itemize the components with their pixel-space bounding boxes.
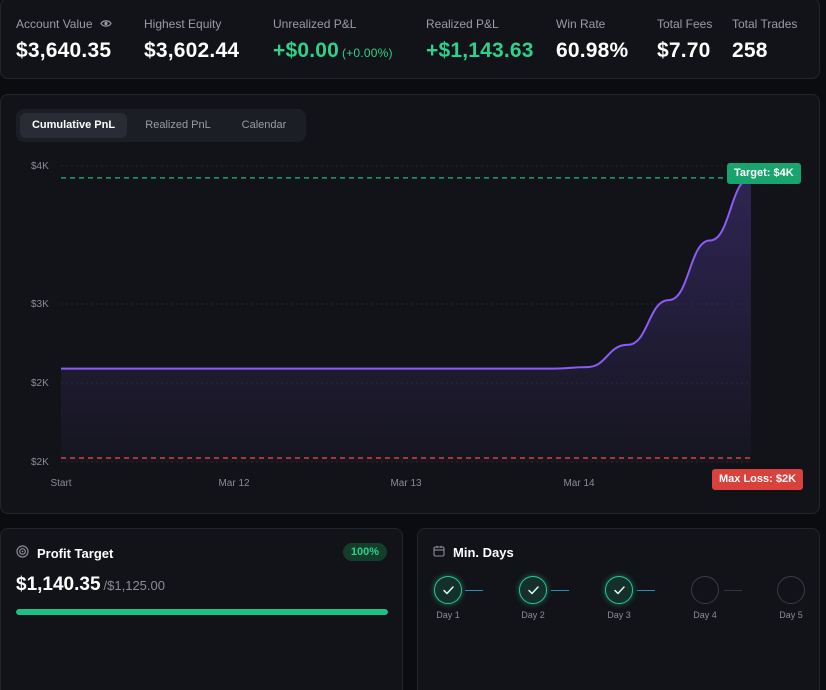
target-icon <box>16 545 29 561</box>
profit-progress-bar <box>16 609 388 615</box>
progress-percent-badge: 100% <box>342 543 387 561</box>
profit-target-card: Profit Target 100% $1,140.35/$1,125.00 <box>0 528 403 690</box>
day-label: Day 1 <box>436 610 460 620</box>
stat-label: Highest Equity <box>144 17 222 31</box>
stat-value: +$1,143.63 <box>426 39 534 62</box>
max-loss-badge: Max Loss: $2K <box>712 469 804 490</box>
stat-label: Total Fees <box>657 17 713 31</box>
day-step: Day 1 <box>428 576 468 620</box>
tab-cumulative-pnl[interactable]: Cumulative PnL <box>20 113 127 138</box>
chart-tabs: Cumulative PnL Realized PnL Calendar <box>16 109 306 142</box>
y-tick-label: $4K <box>31 161 49 172</box>
stat-unrealized-pnl: Unrealized P&L +$0.00 (+0.00%) <box>273 17 393 63</box>
target-badge: Target: $4K <box>727 163 801 184</box>
day-status-circle <box>605 576 633 604</box>
day-step: Day 2 <box>513 576 553 620</box>
min-days-title: Min. Days <box>453 545 514 560</box>
calendar-icon <box>433 545 445 560</box>
day-status-circle <box>519 576 547 604</box>
pnl-line <box>61 176 752 370</box>
x-tick-label: Mar 14 <box>563 478 595 489</box>
stat-value: 60.98% <box>556 39 629 62</box>
stat-sub-value: (+0.00%) <box>342 46 393 60</box>
stats-bar: Account Value $3,640.35 Highest Equity $… <box>0 0 820 79</box>
stat-value: $3,602.44 <box>144 39 240 62</box>
stat-realized-pnl: Realized P&L +$1,143.63 <box>426 17 534 63</box>
stat-value: 258 <box>732 39 768 62</box>
day-step: Day 3 <box>599 576 639 620</box>
x-tick-label: Start <box>50 478 71 489</box>
stat-label: Realized P&L <box>426 17 499 31</box>
check-icon <box>527 585 539 594</box>
stat-label: Unrealized P&L <box>273 17 357 31</box>
stat-account-value: Account Value $3,640.35 <box>16 17 112 63</box>
tab-calendar[interactable]: Calendar <box>241 119 287 131</box>
stat-highest-equity: Highest Equity $3,602.44 <box>144 17 239 63</box>
stat-win-rate: Win Rate 60.98% <box>556 17 628 63</box>
day-status-circle <box>777 576 805 604</box>
y-tick-label: $2K <box>31 378 49 389</box>
stat-value: $7.70 <box>657 39 711 62</box>
stat-label: Account Value <box>16 17 93 31</box>
stat-label: Total Trades <box>732 17 798 31</box>
profit-goal: /$1,125.00 <box>103 578 165 593</box>
day-step: Day 4 <box>685 576 725 620</box>
day-step: Day 5 <box>771 576 811 620</box>
stat-total-fees: Total Fees $7.70 <box>657 17 712 63</box>
day-connector <box>465 590 483 591</box>
pnl-chart-card: $4K $3K $2K $2K Start Mar 12 Mar 13 Mar 14 Cumu… <box>0 94 820 514</box>
day-status-circle <box>691 576 719 604</box>
stat-label: Win Rate <box>556 17 606 31</box>
x-tick-label: Mar 12 <box>218 478 250 489</box>
pnl-area-fill <box>61 177 751 463</box>
x-tick-label: Mar 13 <box>390 478 422 489</box>
day-connector <box>551 590 569 591</box>
day-label: Day 5 <box>779 610 803 620</box>
min-days-card: Min. Days Day 1 Day 2 Day 3 Day 4 Day 5 <box>417 528 820 690</box>
check-icon <box>613 585 625 594</box>
day-connector <box>637 590 655 591</box>
profit-current: $1,140.35 <box>16 574 101 595</box>
profit-progress-fill <box>16 609 388 615</box>
check-icon <box>442 585 454 594</box>
profit-target-title: Profit Target <box>37 545 114 561</box>
y-tick-label: $3K <box>31 299 49 310</box>
eye-icon[interactable] <box>99 17 112 31</box>
y-tick-label: $2K <box>31 457 49 468</box>
stat-total-trades: Total Trades 258 <box>732 17 797 63</box>
stat-value: $3,640.35 <box>16 39 112 62</box>
day-label: Day 2 <box>521 610 545 620</box>
day-label: Day 3 <box>607 610 631 620</box>
day-label: Day 4 <box>693 610 717 620</box>
stat-value: +$0.00 <box>273 39 340 62</box>
day-status-circle <box>434 576 462 604</box>
day-connector <box>724 590 742 591</box>
tab-realized-pnl[interactable]: Realized PnL <box>145 119 211 131</box>
